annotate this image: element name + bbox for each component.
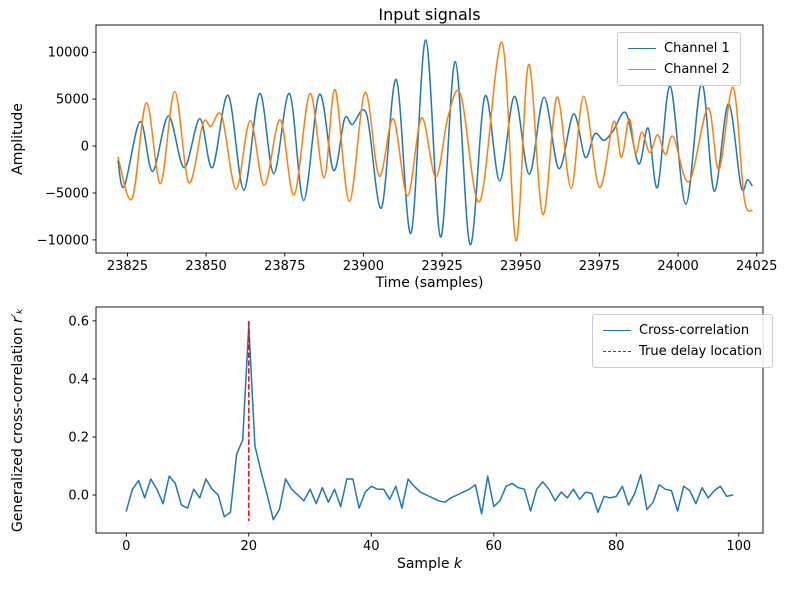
- x-tick-label: 23825: [107, 259, 148, 274]
- x-tick-label: 23950: [500, 259, 541, 274]
- legend-label-channel-1: Channel 1: [664, 41, 730, 56]
- x-tick-label: 23875: [264, 259, 305, 274]
- x-tick-label: 100: [726, 539, 751, 554]
- bottom-xlabel: Sample k: [96, 556, 763, 572]
- bottom-ylabel-symbol: r′ₖ: [10, 307, 26, 323]
- legend-item-true-delay: True delay location: [603, 341, 762, 362]
- x-tick-label: 60: [486, 539, 503, 554]
- top-ylabel: Amplitude: [10, 103, 26, 175]
- x-tick-label: 23900: [343, 259, 384, 274]
- channel-1-line: [117, 39, 753, 246]
- cross-correlation-line: [125, 324, 734, 521]
- bottom-ylabel: Generalized cross-correlation r′ₖ: [10, 270, 26, 570]
- legend-item-channel-2: Channel 2: [628, 59, 730, 80]
- top-xlabel: Time (samples): [375, 275, 484, 291]
- legend-top: Channel 1 Channel 2: [617, 32, 741, 86]
- legend-bottom: Cross-correlation True delay location: [592, 314, 773, 368]
- legend-item-channel-1: Channel 1: [628, 38, 730, 59]
- y-tick-label: 0.2: [68, 431, 89, 446]
- legend-label-cross-correlation: Cross-correlation: [639, 323, 750, 338]
- y-tick-label: 10000: [48, 46, 89, 61]
- y-tick-label: −5000: [45, 187, 89, 202]
- legend-label-channel-2: Channel 2: [664, 62, 730, 77]
- bottom-xlabel-text: Sample: [396, 556, 454, 572]
- x-tick-label: 20: [241, 539, 258, 554]
- x-tick-label: 24000: [657, 259, 698, 274]
- x-tick-label: 40: [363, 539, 380, 554]
- y-tick-label: 0.6: [68, 314, 89, 329]
- x-tick-label: 24025: [736, 259, 777, 274]
- bottom-xlabel-symbol: k: [453, 556, 463, 572]
- bottom-ylabel-text: Generalized cross-correlation: [10, 322, 26, 533]
- legend-item-cross-correlation: Cross-correlation: [603, 320, 762, 341]
- x-tick-label: 23975: [579, 259, 620, 274]
- top-chart-title: Input signals: [378, 5, 481, 24]
- x-tick-label: 80: [608, 539, 625, 554]
- channel-1-line-swatch: [628, 48, 656, 49]
- cross-correlation-line-swatch: [603, 330, 631, 331]
- legend-label-true-delay: True delay location: [639, 344, 762, 359]
- x-tick-label: 23925: [421, 259, 462, 274]
- y-tick-label: 0: [81, 140, 89, 155]
- x-tick-label: 0: [122, 539, 130, 554]
- y-tick-label: 0.0: [68, 489, 89, 504]
- axes-spines: [95, 24, 764, 254]
- y-tick-label: −10000: [37, 233, 89, 248]
- x-tick-label: 23850: [185, 259, 226, 274]
- channel-2-line-swatch: [628, 69, 656, 70]
- axes-spines: [95, 306, 764, 534]
- y-tick-label: 5000: [56, 93, 89, 108]
- true-delay-line-swatch: [603, 351, 631, 352]
- channel-2-line: [117, 41, 753, 242]
- y-tick-label: 0.4: [68, 372, 89, 387]
